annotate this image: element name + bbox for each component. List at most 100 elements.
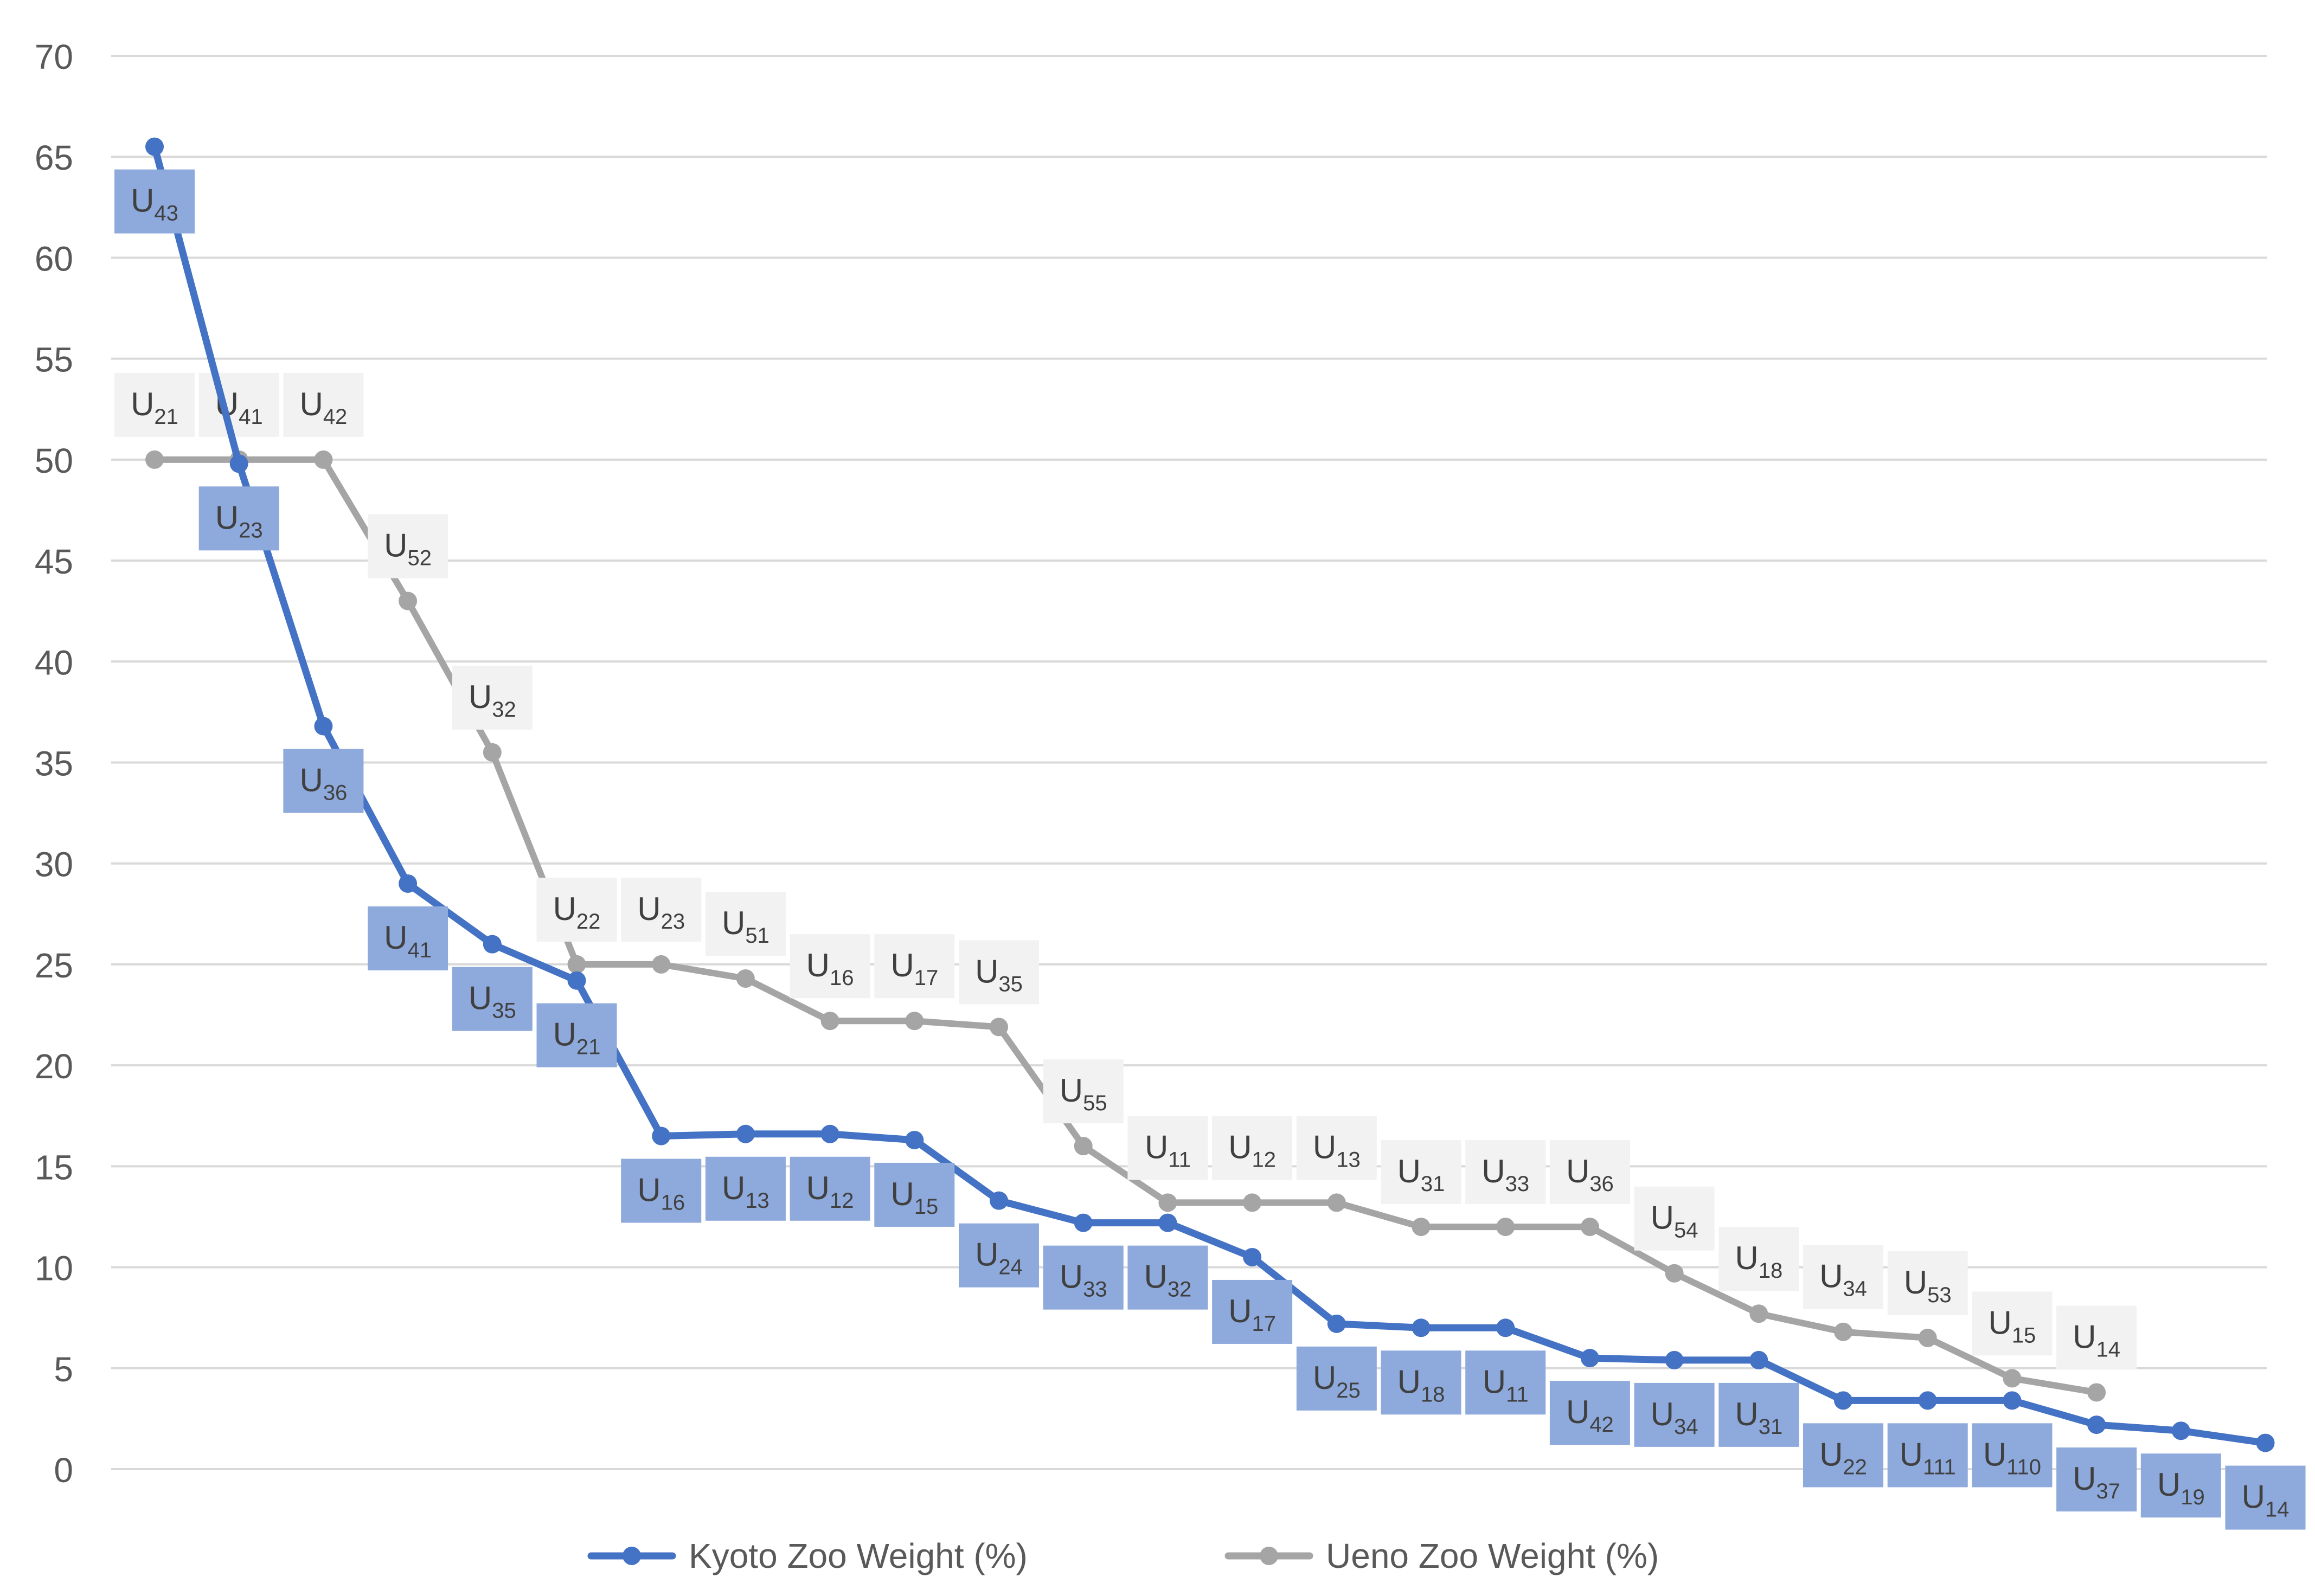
data-label-box (1549, 1140, 1630, 1205)
data-label: U13 (1313, 1129, 1361, 1172)
data-label: U11 (1145, 1129, 1191, 1172)
data-label: U11 (1483, 1363, 1529, 1406)
data-label-box (1043, 1059, 1124, 1124)
data-point (1918, 1391, 1937, 1410)
data-label: U55 (1060, 1072, 1107, 1115)
data-label: U15 (1988, 1304, 2036, 1347)
data-point (1749, 1304, 1768, 1323)
data-point (905, 1130, 924, 1149)
data-point (1496, 1318, 1515, 1337)
data-point (1327, 1193, 1346, 1212)
data-label: U17 (890, 947, 938, 990)
data-point (1243, 1247, 1262, 1266)
data-label: U16 (806, 947, 854, 990)
data-point (990, 1191, 1008, 1210)
y-tick-label: 55 (35, 340, 73, 379)
y-tick-label: 70 (35, 37, 73, 76)
data-label: U35 (469, 980, 516, 1023)
y-tick-label: 65 (35, 138, 73, 177)
data-label-box (1803, 1423, 1883, 1488)
data-point (1496, 1218, 1515, 1237)
data-point (314, 717, 333, 736)
data-label-box (1296, 1116, 1377, 1180)
data-label: U14 (2242, 1479, 2290, 1522)
data-label: U14 (2073, 1318, 2120, 1361)
data-point (990, 1018, 1008, 1037)
data-label: U51 (722, 905, 769, 948)
data-point (229, 454, 248, 473)
data-label-box (536, 877, 617, 942)
data-label-box (283, 749, 364, 813)
data-point (1834, 1391, 1852, 1410)
legend: Kyoto Zoo Weight (%) Ueno Zoo Weight (%) (587, 1536, 1659, 1575)
data-point (1665, 1350, 1684, 1369)
data-point (1074, 1213, 1093, 1232)
data-label-box (790, 934, 870, 999)
data-labels: U21 U41 U42 U52 U32 U22 U23 U51 U16 U17 U35 U55 U11 U… (114, 372, 2137, 1370)
y-tick-label: 60 (35, 239, 73, 278)
data-label: U34 (1651, 1396, 1698, 1439)
data-label-box (1887, 1423, 1968, 1488)
data-label: U18 (1397, 1363, 1445, 1406)
data-point (483, 935, 502, 954)
data-label: U15 (890, 1176, 938, 1219)
y-tick-label: 15 (35, 1148, 73, 1187)
data-label-box (1043, 1245, 1124, 1310)
data-point (399, 874, 418, 893)
data-label: U19 (2157, 1466, 2205, 1509)
data-label-box (452, 665, 533, 730)
data-label-box (1381, 1140, 1461, 1205)
data-point (145, 450, 164, 469)
data-point (145, 137, 164, 156)
y-tick-label: 20 (35, 1047, 73, 1086)
gridlines (111, 55, 2267, 1470)
data-point (1665, 1264, 1684, 1283)
y-tick-label: 50 (35, 441, 73, 480)
data-label: U42 (299, 386, 347, 429)
data-label: U52 (384, 527, 432, 570)
data-point (820, 1124, 839, 1143)
data-point (2003, 1369, 2022, 1388)
data-label: U25 (1313, 1360, 1361, 1402)
data-label-box (1972, 1291, 2053, 1356)
data-point (1327, 1314, 1346, 1333)
data-label-box (1634, 1186, 1715, 1251)
data-label: U53 (1904, 1264, 1952, 1307)
data-label-box (1212, 1279, 1293, 1344)
data-point (567, 971, 586, 990)
data-label: U12 (806, 1170, 854, 1213)
data-label-box (368, 514, 448, 578)
data-point (1580, 1218, 1599, 1237)
data-point (483, 743, 502, 762)
data-label: U21 (553, 1016, 601, 1059)
y-tick-label: 10 (35, 1249, 73, 1288)
data-point (2171, 1421, 2190, 1440)
data-label: U41 (384, 919, 432, 962)
data-label: U17 (1228, 1293, 1276, 1336)
data-label: U12 (1228, 1129, 1276, 1172)
data-point (567, 955, 586, 974)
data-label-box (705, 891, 786, 956)
data-label: U16 (637, 1172, 685, 1214)
data-label-box (114, 169, 195, 234)
data-label: U34 (1819, 1258, 1867, 1301)
data-label-box (114, 372, 195, 437)
data-label: U35 (975, 953, 1023, 996)
data-label: U31 (1397, 1153, 1445, 1196)
data-label-box (1381, 1350, 1461, 1415)
data-point (399, 591, 418, 610)
data-label-box (536, 1003, 617, 1067)
series-ueno: U21 U41 U42 U52 U32 U22 U23 U51 U16 U17 U35 U55 U11 U… (114, 372, 2137, 1402)
data-point (2256, 1433, 2275, 1452)
data-label-box (874, 934, 955, 999)
data-label-box (1127, 1245, 1208, 1310)
data-label-box (1465, 1140, 1546, 1205)
y-tick-label: 30 (35, 845, 73, 884)
y-tick-label: 40 (35, 643, 73, 682)
data-label: U43 (131, 183, 178, 226)
data-point (1749, 1350, 1768, 1369)
data-label: U54 (1651, 1200, 1698, 1243)
data-point (1412, 1218, 1431, 1237)
data-label: U21 (131, 386, 178, 429)
